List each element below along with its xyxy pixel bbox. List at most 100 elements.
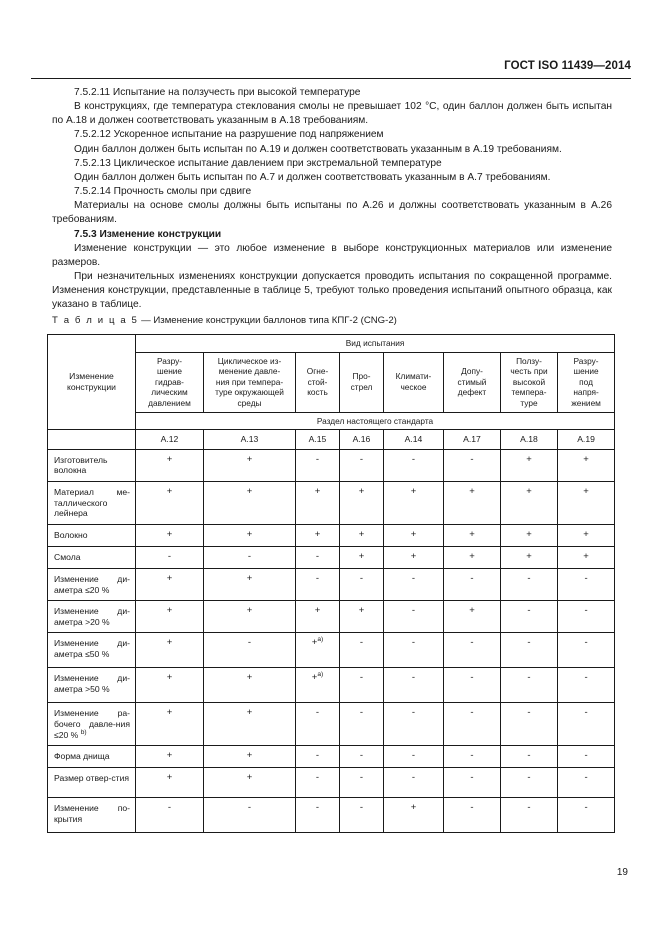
- table-cell: -: [500, 767, 558, 799]
- table-cell: -: [295, 767, 340, 799]
- table-cell: +: [203, 567, 296, 602]
- table-row: Изменение ди-аметра ≤20 % + + - - - - - -: [47, 567, 616, 602]
- table-cell: -: [556, 745, 616, 769]
- body-paragraph: Один баллон должен быть испытан по А.19 …: [74, 143, 562, 155]
- section-ref-cell: А.16: [339, 429, 384, 450]
- body-paragraph: Один баллон должен быть испытан по А.7 и…: [74, 171, 551, 183]
- body-text: 7.5.2.11 Испытание на ползучесть при выс…: [52, 86, 612, 313]
- table-cell: -: [556, 667, 616, 704]
- table-cell: -: [500, 632, 558, 669]
- table-cell: +: [295, 523, 340, 547]
- body-paragraph: 7.5.2.14 Прочность смолы при сдвиге: [74, 186, 252, 198]
- row-header: Смола: [47, 545, 136, 569]
- section-ref-cell: А.17: [443, 429, 501, 450]
- body-paragraph: При незначительных изменениях конструкци…: [52, 271, 612, 311]
- table-cell: +: [500, 448, 558, 482]
- table-cell: +: [556, 480, 616, 525]
- table-caption: Т а б л и ц а 5 — Изменение конструкции …: [52, 315, 397, 326]
- body-paragraph: 7.5.2.12 Ускоренное испытание на разруше…: [74, 129, 384, 141]
- row-header: Изменение ди-аметра ≤50 %: [47, 632, 136, 669]
- section-refs-corner: [47, 429, 136, 450]
- column-header: Про-стрел: [339, 351, 384, 413]
- table-cell: -: [135, 797, 204, 834]
- table-cell: -: [383, 448, 444, 482]
- table-cell: +: [203, 448, 296, 482]
- table-cell: +: [203, 480, 296, 525]
- body-paragraph: 7.5.3 Изменение конструкции: [74, 228, 222, 240]
- table-cell: +: [135, 667, 204, 704]
- table-cell: -: [383, 632, 444, 669]
- table-cell: +: [203, 767, 296, 799]
- table-cell: -: [339, 745, 384, 769]
- table-cell: +: [443, 523, 501, 547]
- table-cell: +a): [295, 667, 340, 704]
- table-cell: -: [556, 567, 616, 602]
- column-header: Огне-стой-кость: [295, 351, 340, 413]
- table-cell: -: [383, 702, 444, 747]
- table-cell: -: [443, 448, 501, 482]
- row-header: Изменение ди-аметра ≤20 %: [47, 567, 136, 602]
- table-cell: -: [500, 667, 558, 704]
- table-row: Материал ме-таллического лейнера + + + + + + + +: [47, 480, 616, 525]
- table-cell: +: [135, 567, 204, 602]
- table-cell: -: [556, 797, 616, 834]
- table-section-refs-row: А.12 А.13 А.15 А.16 А.14 А.17 А.18 А.19: [47, 429, 616, 450]
- table-cell: -: [383, 567, 444, 602]
- row-header: Изменение ди-аметра >50 %: [47, 667, 136, 704]
- footnote-marker: b): [80, 728, 87, 736]
- table-cell: +: [443, 600, 501, 634]
- table-row: Изменение ди-аметра >20 % + + + + - + - -: [47, 600, 616, 634]
- body-paragraph: Материалы на основе смолы должны быть ис…: [52, 200, 612, 226]
- row-header: Волокно: [47, 523, 136, 547]
- table-5-wrapper: Изменение конструкции Вид испытания Разр…: [47, 333, 616, 834]
- table-cell: -: [339, 767, 384, 799]
- section-band-label: Раздел настоящего стандарта: [134, 411, 616, 431]
- column-header: Циклическое из-менение давле-ния при тем…: [203, 351, 296, 413]
- body-paragraph: 7.5.2.13 Циклическое испытание давлением…: [74, 157, 442, 169]
- section-ref-cell: А.18: [500, 429, 558, 450]
- table-cell: +: [443, 480, 501, 525]
- table-cell: -: [203, 797, 296, 834]
- section-ref-cell: А.13: [203, 429, 296, 450]
- table-cell: -: [556, 767, 616, 799]
- table-cell: -: [295, 545, 340, 569]
- table-cell: +: [203, 523, 296, 547]
- column-header: Климати-ческое: [383, 351, 444, 413]
- table-5-body: Изменение конструкции Вид испытания Разр…: [47, 333, 616, 834]
- table-header-row-columns: Разру-шение гидрав-лическим давлением Цикли…: [48, 351, 616, 413]
- table-cell: -: [443, 745, 501, 769]
- table-cell: +: [135, 600, 204, 634]
- section-ref-cell: А.12: [135, 429, 204, 450]
- table-cell: -: [443, 632, 501, 669]
- table-caption-label: Т а б л и ц а 5: [52, 315, 139, 326]
- table-cell: -: [443, 667, 501, 704]
- table-cell: -: [443, 767, 501, 799]
- table-cell: -: [383, 767, 444, 799]
- table-row: Изготовитель волокна + + - - - - + +: [47, 448, 616, 482]
- row-header: Изменение ра-бочего давле-ния ≤20 % b): [47, 702, 136, 747]
- table-cell: +: [383, 480, 444, 525]
- column-header: Допу-стимый дефект: [443, 351, 501, 413]
- row-header: Форма днища: [47, 745, 136, 769]
- table-cell: +: [556, 545, 616, 569]
- row-header: Изменение по-крытия: [47, 797, 136, 834]
- column-header: Разру-шение под напря-жением: [556, 351, 616, 413]
- table-cell: +: [135, 448, 204, 482]
- table-cell: -: [339, 797, 384, 834]
- table-cell: +: [135, 523, 204, 547]
- table-cell: +: [556, 448, 616, 482]
- page-number: 19: [616, 867, 628, 878]
- table-cell: +: [339, 523, 384, 547]
- table-cell: -: [383, 667, 444, 704]
- table-cell: +: [135, 767, 204, 799]
- table-cell: +: [383, 545, 444, 569]
- table-cell: +: [203, 702, 296, 747]
- table-cell: -: [500, 797, 558, 834]
- table-cell: -: [500, 567, 558, 602]
- table-row: Форма днища + + - - - - - -: [47, 745, 616, 769]
- table-cell: +: [339, 600, 384, 634]
- table-cell: -: [339, 567, 384, 602]
- standard-header: ГОСТ ISO 11439—2014: [504, 60, 631, 72]
- table-cell: -: [500, 745, 558, 769]
- table-cell: +: [135, 480, 204, 525]
